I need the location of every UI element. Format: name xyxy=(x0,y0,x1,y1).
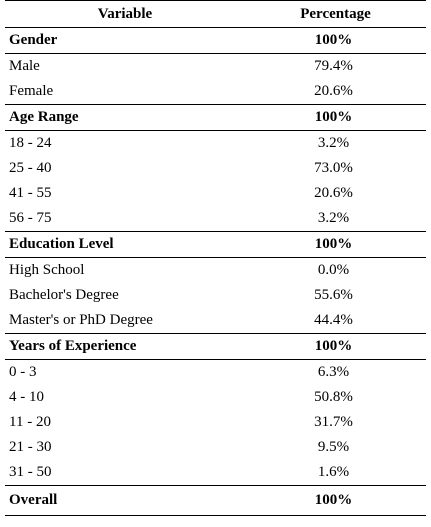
row-value: 6.3% xyxy=(317,364,350,380)
section-row-education-level: Education Level 100% xyxy=(5,231,426,258)
row-label: High School xyxy=(9,262,85,278)
section-total: 100% xyxy=(241,27,426,54)
table-row: 25 - 40 73.0% xyxy=(5,156,426,181)
demographics-table: Variable Percentage Gender 100% Male 79.… xyxy=(5,0,426,516)
table-row: 11 - 20 31.7% xyxy=(5,410,426,435)
row-value: 73.0% xyxy=(314,160,353,176)
row-label: 0 - 3 xyxy=(9,364,37,380)
section-label: Years of Experience xyxy=(5,333,241,360)
row-value: 1.6% xyxy=(317,464,350,480)
section-label: Education Level xyxy=(5,231,241,258)
row-label: 4 - 10 xyxy=(9,389,44,405)
row-value: 79.4% xyxy=(314,58,353,74)
row-label: 11 - 20 xyxy=(9,414,51,430)
row-label: Female xyxy=(9,83,54,99)
demographics-table-container: Variable Percentage Gender 100% Male 79.… xyxy=(5,0,426,516)
row-label: Male xyxy=(9,58,40,74)
section-label: Age Range xyxy=(5,104,241,131)
row-value: 3.2% xyxy=(317,135,350,151)
section-label: Gender xyxy=(5,27,241,54)
table-row: Female 20.6% xyxy=(5,79,426,105)
table-row: 21 - 30 9.5% xyxy=(5,435,426,460)
section-total: 100% xyxy=(241,104,426,131)
section-total: 100% xyxy=(241,333,426,360)
row-value: 20.6% xyxy=(314,185,353,201)
row-value: 0.0% xyxy=(317,262,350,278)
row-label: 41 - 55 xyxy=(9,185,52,201)
header-variable: Variable xyxy=(5,0,241,28)
overall-value: 100% xyxy=(241,485,426,516)
table-row: Master's or PhD Degree 44.4% xyxy=(5,308,426,334)
section-row-years-of-experience: Years of Experience 100% xyxy=(5,333,426,360)
row-label: 31 - 50 xyxy=(9,464,52,480)
row-label: 21 - 30 xyxy=(9,439,52,455)
table-row: 18 - 24 3.2% xyxy=(5,131,426,157)
row-label: 18 - 24 xyxy=(9,135,52,151)
table-row: High School 0.0% xyxy=(5,258,426,284)
row-value: 20.6% xyxy=(314,83,353,99)
table-row: 56 - 75 3.2% xyxy=(5,206,426,232)
overall-row: Overall 100% xyxy=(5,485,426,516)
section-total: 100% xyxy=(241,231,426,258)
section-row-age-range: Age Range 100% xyxy=(5,104,426,131)
row-label: Bachelor's Degree xyxy=(9,287,119,303)
row-value: 50.8% xyxy=(314,389,353,405)
section-row-gender: Gender 100% xyxy=(5,27,426,54)
table-row: 4 - 10 50.8% xyxy=(5,385,426,410)
overall-label: Overall xyxy=(5,485,241,516)
row-label: Master's or PhD Degree xyxy=(9,312,153,328)
row-value: 3.2% xyxy=(317,210,350,226)
header-row: Variable Percentage xyxy=(5,0,426,28)
row-value: 9.5% xyxy=(317,439,350,455)
header-percentage: Percentage xyxy=(241,0,426,28)
table-row: Male 79.4% xyxy=(5,54,426,80)
table-row: 0 - 3 6.3% xyxy=(5,360,426,386)
table-row: Bachelor's Degree 55.6% xyxy=(5,283,426,308)
row-value: 55.6% xyxy=(314,287,353,303)
row-value: 44.4% xyxy=(314,312,353,328)
row-label: 25 - 40 xyxy=(9,160,52,176)
row-value: 31.7% xyxy=(314,414,353,430)
table-row: 31 - 50 1.6% xyxy=(5,460,426,486)
row-label: 56 - 75 xyxy=(9,210,52,226)
table-row: 41 - 55 20.6% xyxy=(5,181,426,206)
